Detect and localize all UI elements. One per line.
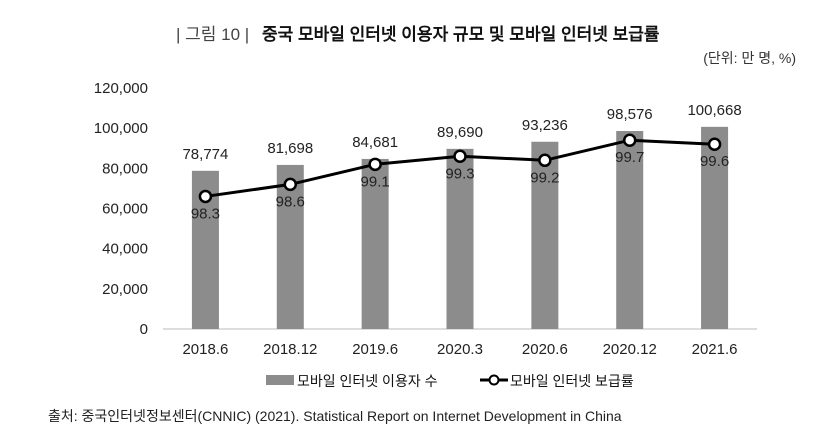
bar <box>276 164 304 329</box>
bar-data-label: 78,774 <box>182 146 228 163</box>
y-tick-label: 120,000 <box>94 80 148 97</box>
line-data-label: 99.7 <box>615 149 644 166</box>
y-tick-label: 100,000 <box>94 120 148 137</box>
bar-data-label: 100,668 <box>687 102 741 119</box>
bar-data-label: 93,236 <box>522 117 568 134</box>
x-tick-label: 2020.6 <box>522 341 568 358</box>
line-data-label: 98.3 <box>191 205 220 222</box>
bar-data-label: 98,576 <box>607 106 653 123</box>
bar <box>446 148 474 329</box>
legend-bar-swatch <box>266 375 294 385</box>
legend-line-marker <box>488 374 500 386</box>
line-point <box>453 149 467 164</box>
unit-note: (단위: 만 명, %) <box>703 50 796 66</box>
bar-data-label: 89,690 <box>437 124 483 141</box>
bar-data-label: 81,698 <box>267 140 313 157</box>
bar <box>531 141 559 329</box>
line-data-label: 98.6 <box>276 193 305 210</box>
line-point <box>283 177 298 192</box>
figure-label: | 그림 10 | <box>176 25 250 44</box>
legend-line-label: 모바일 인터넷 보급률 <box>510 373 634 389</box>
line-data-label: 99.6 <box>700 153 729 170</box>
line-data-label: 99.3 <box>445 165 474 182</box>
source-note: 출처: 중국인터넷정보센터(CNNIC) (2021). Statistical… <box>48 408 622 424</box>
y-tick-label: 80,000 <box>102 160 148 177</box>
line-point <box>707 137 722 151</box>
x-tick-label: 2019.6 <box>352 341 398 358</box>
y-tick-label: 20,000 <box>102 281 148 298</box>
line-point <box>538 153 552 168</box>
bar <box>701 126 729 329</box>
y-tick-label: 40,000 <box>102 241 148 258</box>
y-tick-label: 0 <box>140 321 148 338</box>
x-tick-label: 2020.12 <box>603 341 657 358</box>
chart-svg: 0 20,000 40,000 60,000 80,000 100,000 120,000 7… <box>94 80 757 389</box>
line-point <box>368 157 382 172</box>
bar <box>616 131 644 329</box>
chart-title: 중국 모바일 인터넷 이용자 규모 및 모바일 인터넷 보급률 <box>262 25 660 44</box>
line-data-label: 99.2 <box>530 169 559 186</box>
line-point <box>622 133 637 147</box>
x-tick-label: 2021.6 <box>692 341 738 358</box>
line-data-label: 99.1 <box>361 173 390 190</box>
bar-data-label: 84,681 <box>352 134 398 151</box>
line-point <box>198 189 213 204</box>
x-tick-label: 2020.3 <box>437 341 483 358</box>
y-tick-label: 60,000 <box>102 201 148 218</box>
legend-bar-label: 모바일 인터넷 이용자 수 <box>297 373 438 389</box>
bar <box>361 158 389 329</box>
x-tick-label: 2018.6 <box>182 341 228 358</box>
x-tick-label: 2018.12 <box>263 341 317 358</box>
